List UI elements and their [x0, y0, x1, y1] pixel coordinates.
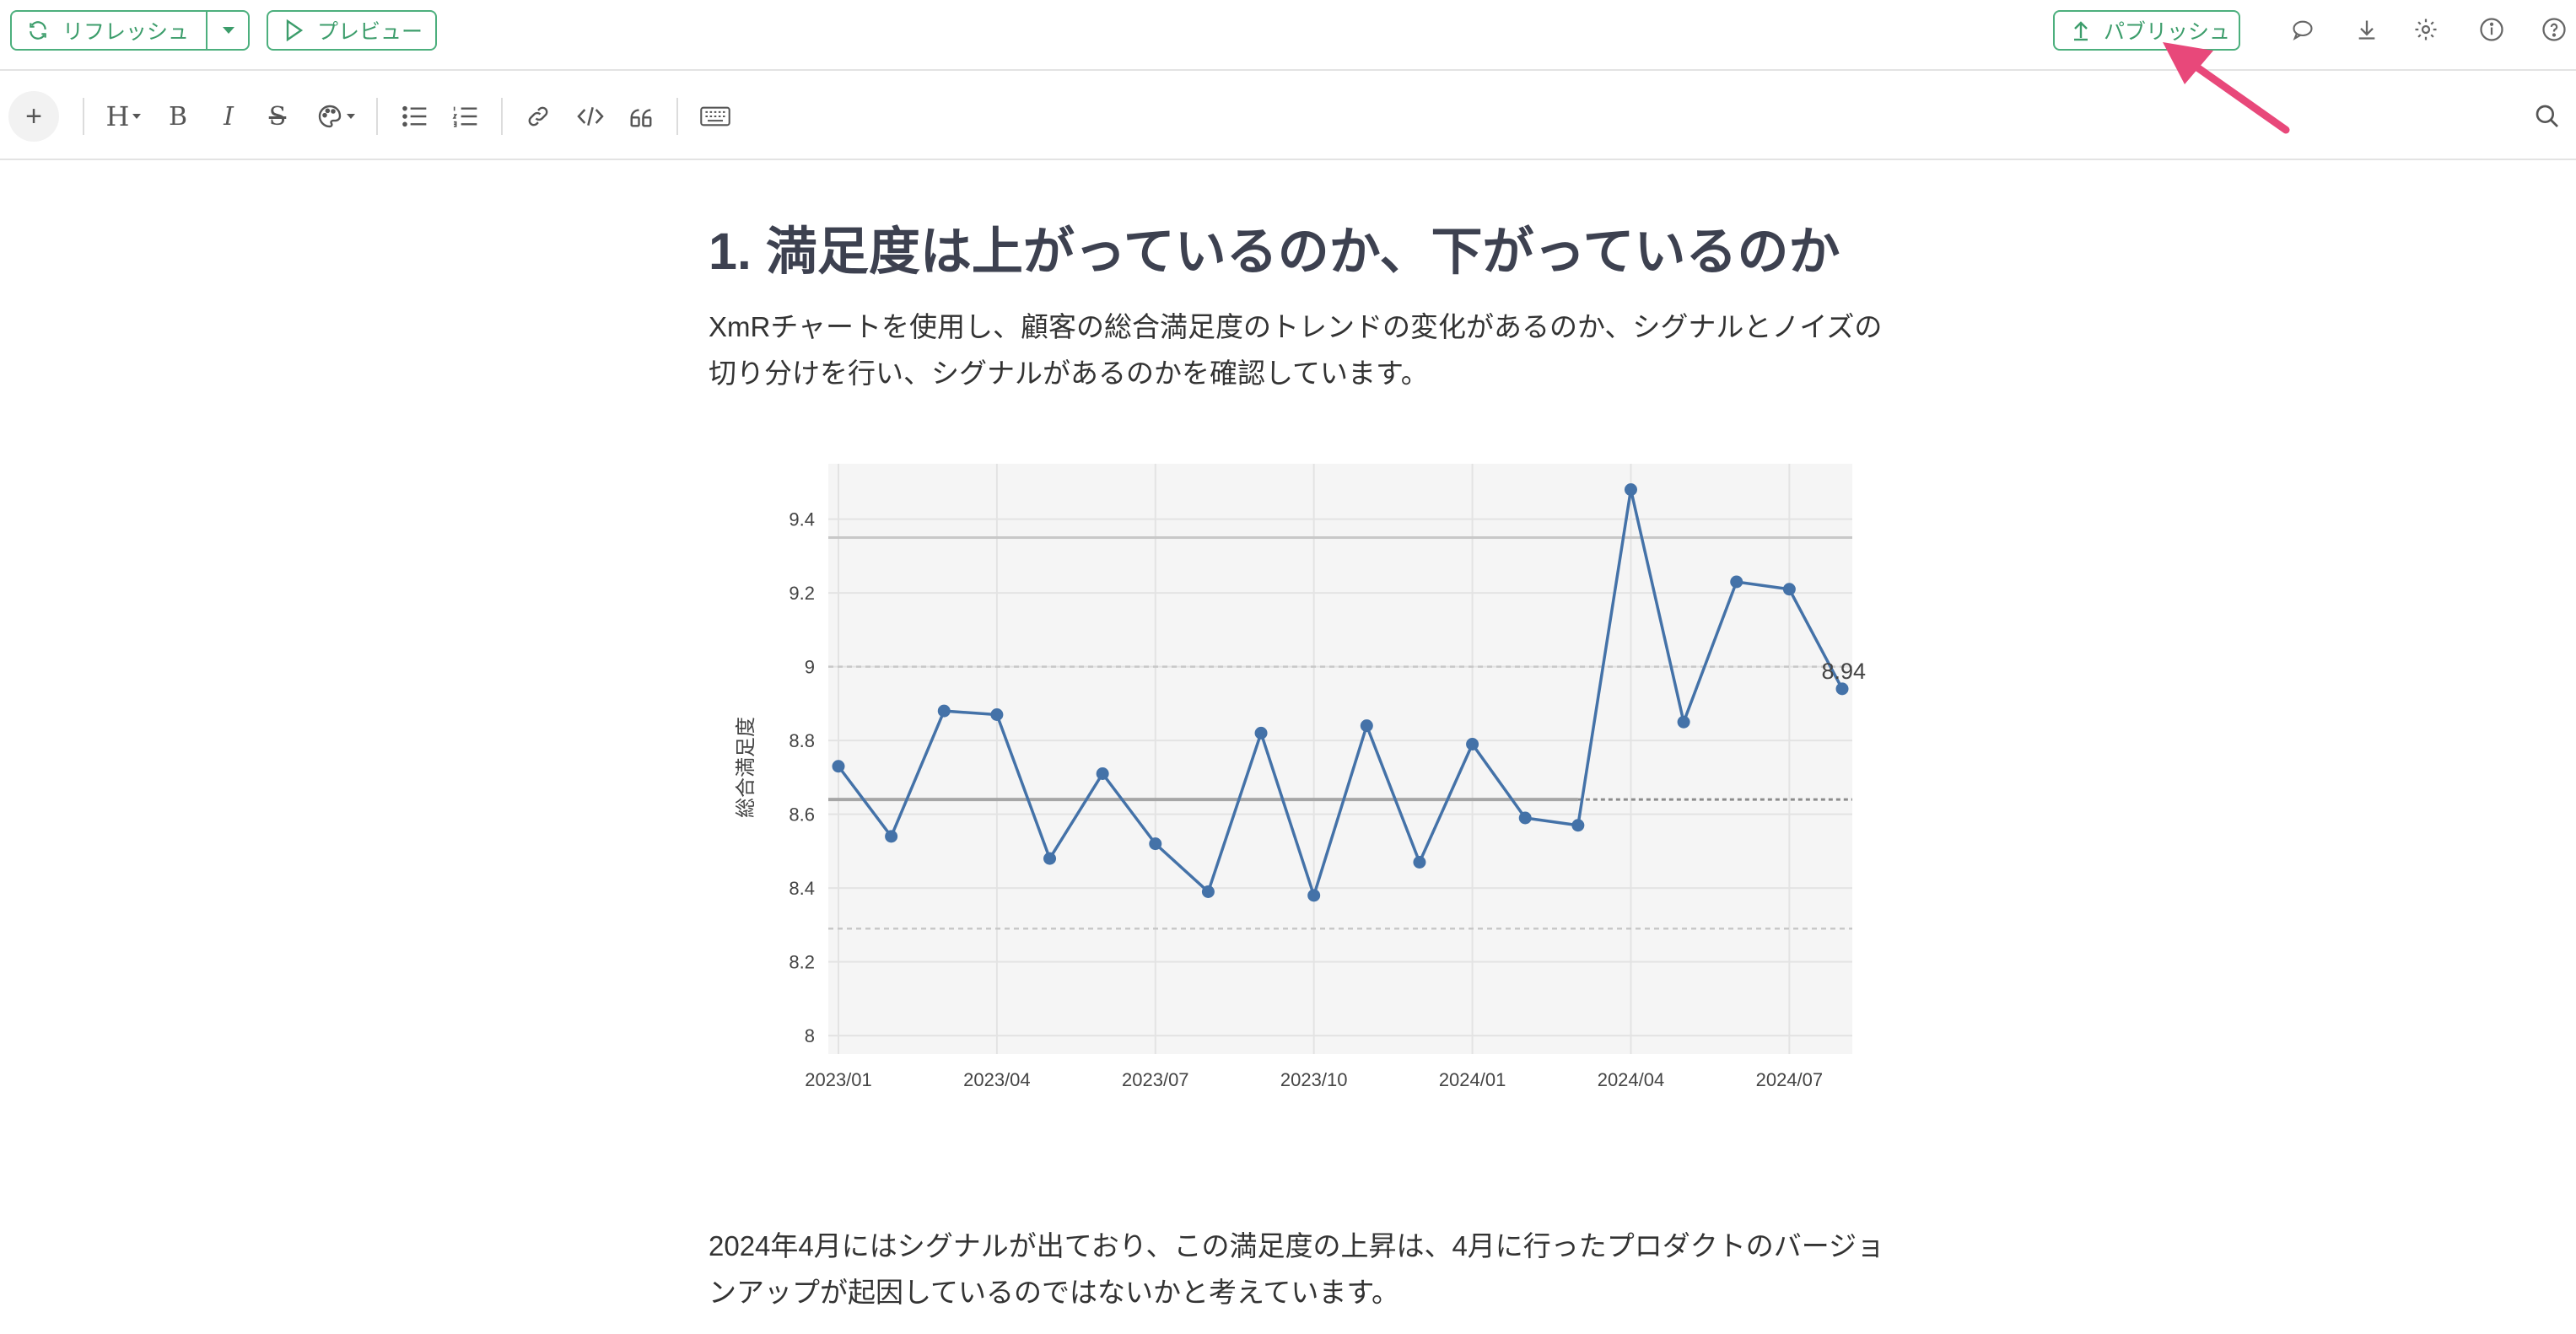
- strikethrough-button[interactable]: S: [268, 101, 287, 132]
- xmr-chart: 8 8.2 8.4 8.6 8.8 9 9.2 9.4 2023/01 2023/04 2023/0…: [732, 457, 1879, 1102]
- keyboard-icon: [700, 106, 730, 126]
- x-tick-label: 2023/04: [963, 1069, 1031, 1090]
- heading-label: H: [105, 100, 130, 132]
- refresh-button-group: リフレッシュ: [10, 10, 250, 51]
- caret-down-icon: [347, 114, 355, 119]
- data-point: [1254, 726, 1268, 740]
- quote-icon: [630, 109, 652, 127]
- italic-button[interactable]: I: [224, 101, 234, 132]
- bullet-list-icon: [402, 105, 427, 127]
- comment-icon[interactable]: [2288, 14, 2318, 45]
- play-icon: [280, 16, 309, 45]
- data-point: [1149, 837, 1162, 851]
- data-point: [1466, 738, 1479, 750]
- refresh-dropdown-button[interactable]: [209, 12, 248, 49]
- x-tick-label: 2024/07: [1756, 1069, 1824, 1090]
- split-divider: [206, 12, 207, 49]
- data-point: [1624, 483, 1637, 497]
- search-icon[interactable]: [2529, 98, 2566, 135]
- refresh-button[interactable]: リフレッシュ: [62, 20, 190, 44]
- y-tick-label: 9.2: [789, 583, 815, 604]
- info-icon[interactable]: [2476, 14, 2507, 45]
- numbered-list-button[interactable]: [449, 98, 482, 135]
- data-point: [1413, 856, 1426, 869]
- top-bar: リフレッシュ プレビュー パブリッシュ: [0, 0, 2576, 71]
- toolbar-divider: [83, 98, 84, 135]
- palette-icon: [318, 105, 342, 128]
- refresh-icon[interactable]: [24, 16, 52, 45]
- code-button[interactable]: [574, 98, 607, 135]
- data-point: [1677, 715, 1690, 729]
- data-point: [1096, 767, 1109, 780]
- data-point: [832, 760, 845, 773]
- insert-plus-button[interactable]: +: [8, 91, 59, 142]
- numbered-list-icon: [452, 106, 477, 127]
- bold-button[interactable]: B: [168, 101, 188, 132]
- y-tick-label: 9.4: [789, 509, 815, 530]
- publish-label: パブリッシュ: [2104, 20, 2231, 44]
- x-tick-label: 2024/01: [1439, 1069, 1506, 1090]
- section-heading: 1. 満足度は上がっているのか、下がっているのか: [709, 223, 1840, 280]
- data-point: [1835, 682, 1849, 696]
- data-point: [1782, 583, 1796, 596]
- data-point: [885, 830, 898, 843]
- y-tick-label: 8.4: [789, 878, 815, 899]
- x-tick-label: 2023/07: [1122, 1069, 1189, 1090]
- bullet-list-button[interactable]: [398, 98, 432, 135]
- editor-toolbar: + H B I S: [0, 73, 2576, 160]
- y-tick-label: 8: [805, 1025, 815, 1046]
- keyboard-shortcuts-button[interactable]: [697, 98, 734, 135]
- data-point: [1571, 819, 1585, 832]
- link-button[interactable]: [521, 98, 555, 135]
- data-point: [1518, 811, 1532, 825]
- conclusion-paragraph: 2024年4月にはシグナルが出ており、この満足度の上昇は、4月に行ったプロダクト…: [709, 1230, 1885, 1308]
- toolbar-divider: [376, 98, 378, 135]
- code-icon: [577, 107, 604, 126]
- y-tick-label: 8.2: [789, 952, 815, 973]
- link-icon: [528, 106, 548, 126]
- series-line: [837, 489, 1844, 901]
- toolbar-divider: [676, 98, 678, 135]
- quote-button[interactable]: [624, 98, 658, 135]
- y-tick-label: 9: [805, 657, 815, 678]
- data-point: [1043, 852, 1057, 865]
- upload-icon: [2067, 16, 2095, 45]
- annotation-arrow: [2163, 42, 2290, 134]
- data-point: [1360, 719, 1373, 733]
- data-point: [1201, 885, 1215, 898]
- caret-down-icon: [223, 27, 234, 34]
- x-tick-label: 2024/04: [1598, 1069, 1665, 1090]
- data-point: [937, 704, 951, 718]
- x-tick-label: 2023/10: [1280, 1069, 1348, 1090]
- data-point: [1307, 889, 1321, 902]
- caret-down-icon: [132, 114, 142, 119]
- plot-area: [828, 464, 1852, 1054]
- preview-button[interactable]: プレビュー: [267, 10, 437, 51]
- x-tick-label: 2023/01: [805, 1069, 872, 1090]
- y-tick-label: 8.6: [789, 804, 815, 826]
- heading-dropdown-button[interactable]: H: [101, 98, 147, 135]
- intro-paragraph: XmRチャートを使用し、顧客の総合満足度のトレンドの変化があるのか、シグナルとノ…: [709, 311, 1883, 389]
- last-value-label: 8.94: [1821, 659, 1866, 684]
- preview-label: プレビュー: [317, 20, 423, 44]
- download-icon[interactable]: [2352, 14, 2382, 45]
- help-icon[interactable]: [2539, 14, 2569, 45]
- color-palette-button[interactable]: [312, 98, 359, 135]
- data-point: [990, 708, 1004, 721]
- data-point: [1730, 575, 1743, 589]
- publish-button[interactable]: パブリッシュ: [2053, 10, 2240, 51]
- y-axis-label: 総合満足度: [735, 717, 757, 818]
- gear-icon[interactable]: [2411, 14, 2441, 45]
- toolbar-divider: [501, 98, 503, 135]
- y-tick-label: 8.8: [789, 730, 815, 751]
